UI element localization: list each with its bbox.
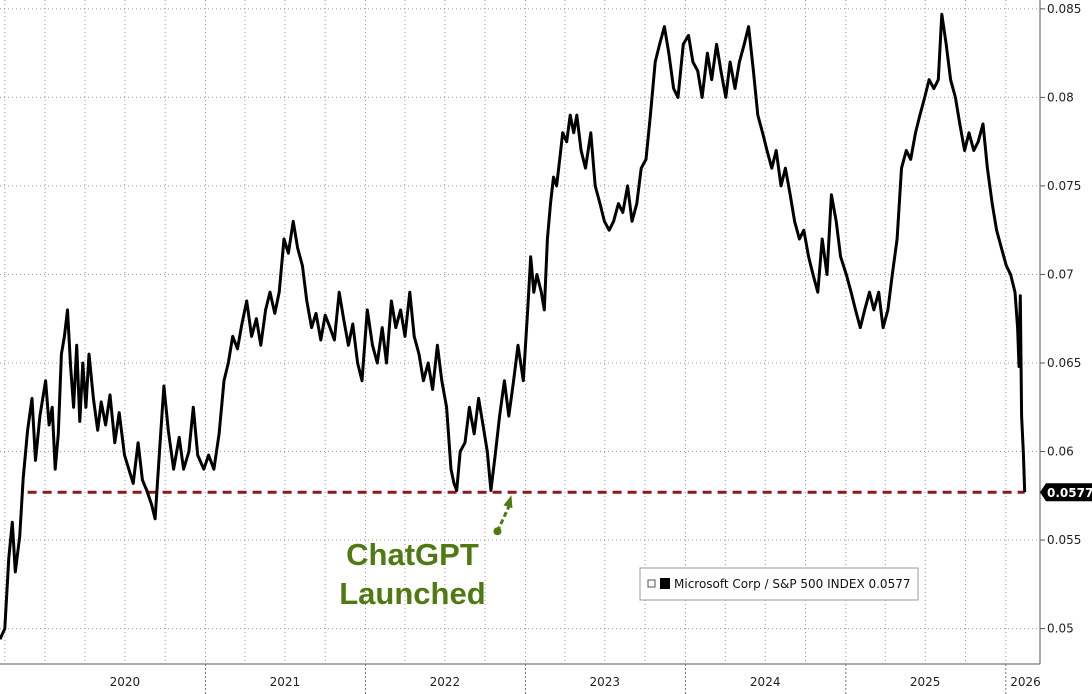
- x-tick-label: 2023: [590, 675, 621, 689]
- legend-expand-icon: [647, 579, 656, 588]
- y-tick-label: 0.085: [1047, 2, 1081, 16]
- x-tick-label: 2022: [430, 675, 461, 689]
- legend-swatch: [660, 578, 670, 589]
- annotation-arrowhead: [503, 495, 513, 509]
- x-axis: 2020 2021 2022 2023 2024 2025 2026: [0, 663, 1041, 694]
- annotation-text-line-1: ChatGPT: [346, 537, 479, 572]
- y-tick-label: 0.08: [1047, 90, 1074, 104]
- y-tick-label: 0.055: [1047, 533, 1081, 547]
- last-value-label: 0.0577: [1040, 483, 1092, 502]
- x-tick-label: 2025: [910, 675, 941, 689]
- x-tick-label: 2020: [110, 675, 141, 689]
- legend: Microsoft Corp / S&P 500 INDEX 0.0577: [639, 567, 919, 601]
- x-tick-label: 2024: [750, 675, 781, 689]
- y-tick-label: 0.05: [1047, 622, 1074, 636]
- y-tick-label: 0.07: [1047, 267, 1074, 281]
- svg-text:0.0577: 0.0577: [1047, 486, 1092, 500]
- grid: [0, 0, 1040, 664]
- annotation: ChatGPT Launched: [339, 495, 513, 611]
- y-tick-label: 0.075: [1047, 179, 1081, 193]
- y-tick-label: 0.06: [1047, 445, 1074, 459]
- annotation-text-line-2: Launched: [339, 576, 485, 611]
- y-tick-label: 0.065: [1047, 356, 1081, 370]
- annotation-dot: [493, 527, 502, 536]
- x-tick-label: 2021: [270, 675, 301, 689]
- annotation-arrow: [496, 504, 511, 532]
- x-tick-label: 2026: [1010, 675, 1041, 689]
- series-line: [0, 12, 1027, 640]
- y-axis: 0.05 0.055 0.06 0.065 0.07 0.075 0.08 0.085: [1039, 0, 1081, 664]
- legend-text: Microsoft Corp / S&P 500 INDEX 0.0577: [674, 577, 910, 591]
